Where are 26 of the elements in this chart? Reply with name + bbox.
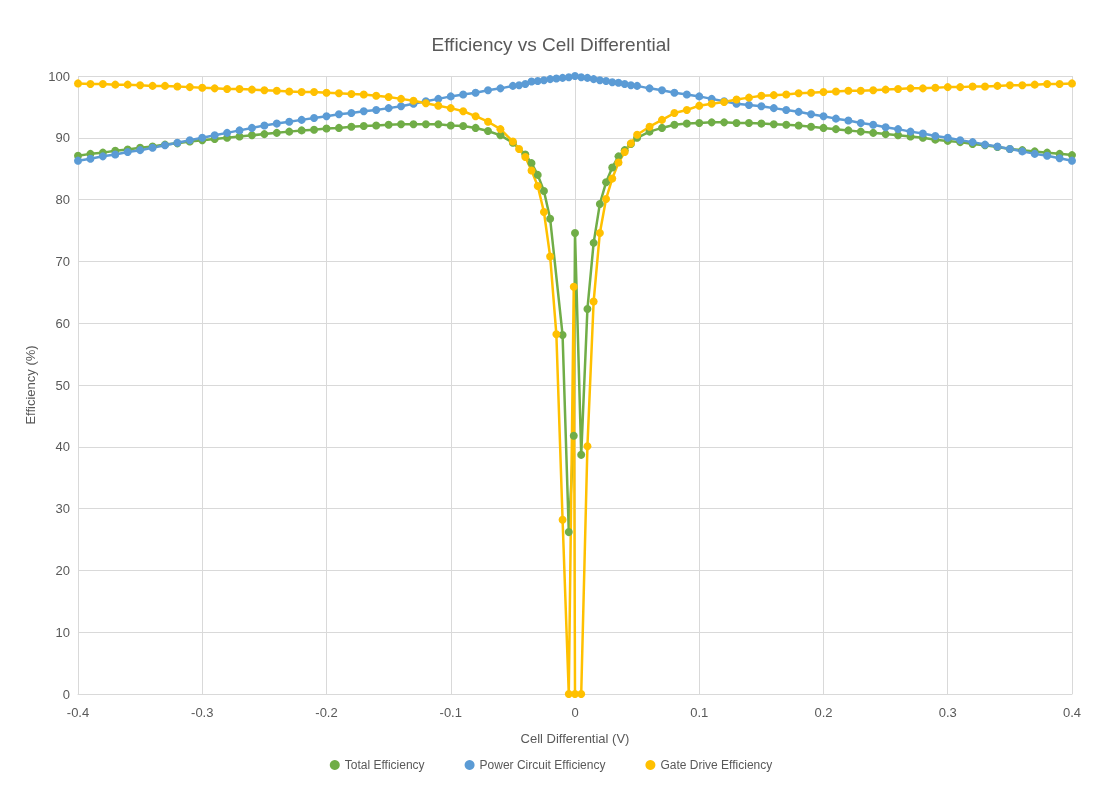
x-tick-label: -0.2 [315, 705, 338, 720]
legend-label: Gate Drive Efficiency [660, 758, 773, 772]
y-tick-label: 40 [55, 439, 70, 455]
x-axis-title: Cell Differential (V) [520, 731, 630, 746]
y-tick-label: 50 [55, 377, 70, 393]
x-tick-label: -0.1 [439, 705, 462, 720]
y-axis-title: Efficiency (%) [23, 345, 39, 425]
legend-label: Total Efficiency [344, 758, 425, 772]
x-tick-label: -0.3 [191, 705, 214, 720]
y-tick-label: 100 [48, 68, 70, 84]
x-tick-label: 0.2 [814, 705, 833, 720]
y-tick-label: 30 [55, 501, 70, 517]
chart-title: Efficiency vs Cell Differential [431, 34, 671, 55]
y-tick-label: 80 [55, 192, 70, 208]
y-tick-label: 0 [62, 686, 70, 702]
legend-label: Power Circuit Efficiency [479, 758, 606, 772]
y-tick-label: 60 [55, 315, 70, 331]
x-tick-label: 0.3 [938, 705, 957, 720]
y-tick-label: 90 [55, 130, 70, 146]
y-tick-label: 70 [55, 253, 70, 269]
x-tick-label: -0.4 [66, 705, 90, 720]
y-tick-label: 10 [55, 624, 70, 640]
x-tick-label: 0 [571, 705, 579, 720]
y-tick-label: 20 [55, 562, 70, 578]
x-tick-label: 0.1 [690, 705, 709, 720]
x-tick-label: 0.4 [1062, 705, 1082, 720]
